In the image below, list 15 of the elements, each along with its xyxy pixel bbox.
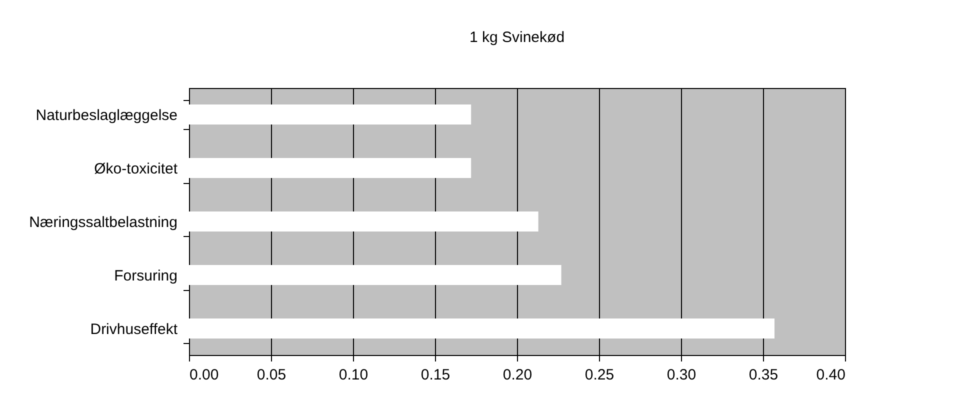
chart-title: 1 kg Svinekød [469,29,565,46]
x-tick-label: 0.05 [256,366,286,384]
x-tick-label: 0.10 [338,366,368,384]
y-tick-label: Næringssaltbelastning [29,214,178,231]
y-tick-label: Naturbeslaglæggelse [36,106,178,124]
y-tick-label: Øko-toxicitet [94,160,178,178]
x-tick-label: 0.30 [666,366,696,384]
x-tick-label: 0.25 [584,366,614,384]
x-tick-label: 0.35 [748,366,778,384]
x-tick-label: 0.40 [816,366,846,384]
x-tick-label: 0.20 [502,366,532,384]
y-tick-label: Drivhuseffekt [90,321,178,338]
y-tick-label: Forsuring [114,268,178,285]
x-tick-label: 0.00 [190,366,219,384]
x-tick-label: 0.15 [420,366,450,384]
